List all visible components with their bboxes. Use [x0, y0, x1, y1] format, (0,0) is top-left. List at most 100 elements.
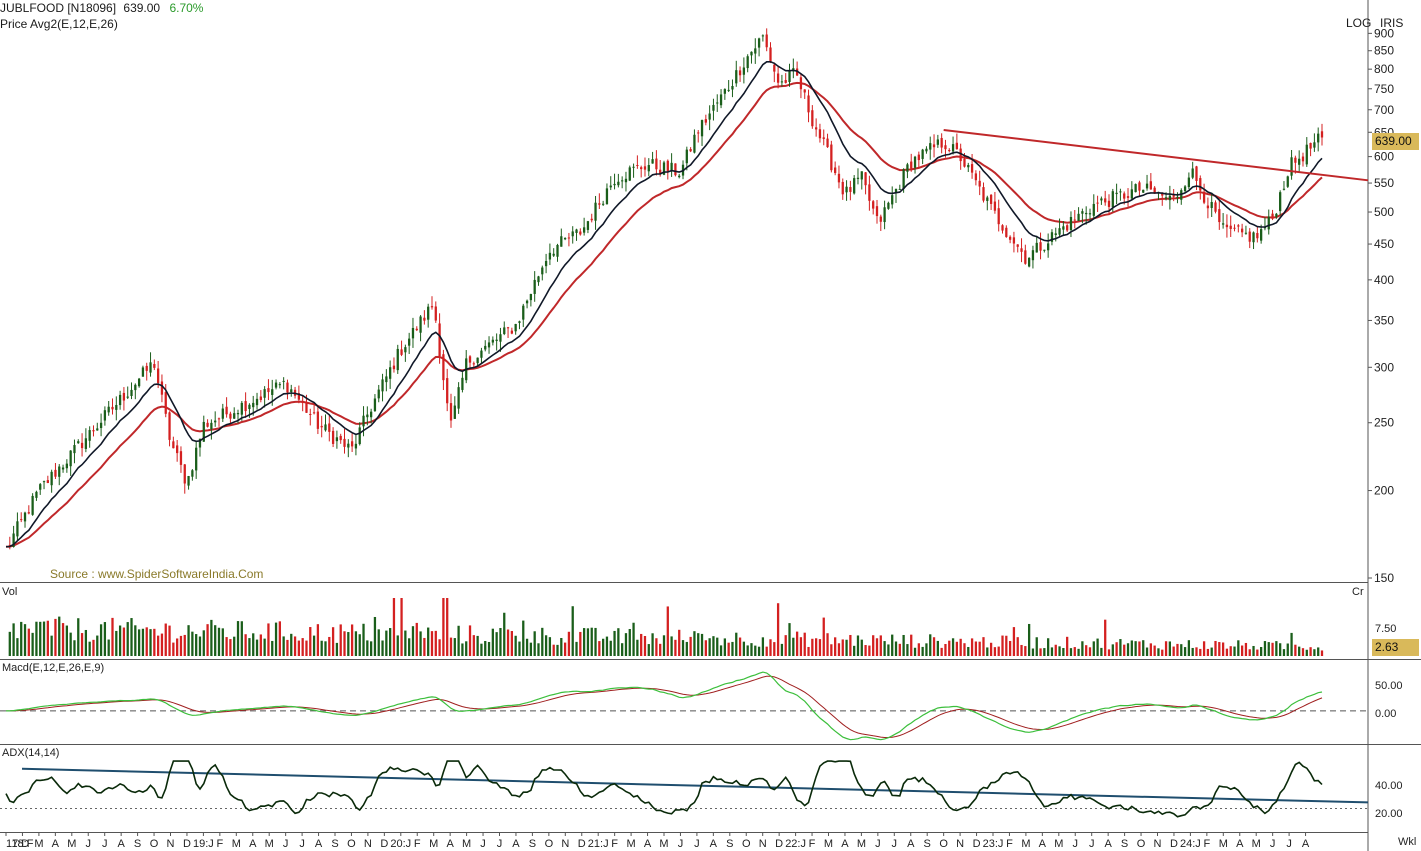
x-tick-label: A: [52, 838, 60, 850]
candle-body: [902, 169, 905, 189]
candle-body: [396, 348, 399, 371]
volume-bar: [423, 637, 426, 656]
candle: [1252, 231, 1255, 250]
x-tick-label: S: [134, 838, 141, 850]
candle-body: [746, 56, 749, 69]
volume-bar: [936, 640, 939, 656]
candle-body: [214, 420, 217, 423]
candle: [263, 386, 266, 408]
volume-bar: [887, 644, 890, 656]
x-tick-label: A: [710, 838, 718, 850]
candle: [419, 315, 422, 342]
candle-body: [339, 435, 342, 441]
volume-bar: [670, 636, 673, 656]
candle-body: [1225, 224, 1229, 228]
volume-bar: [632, 622, 635, 656]
candle-body: [42, 481, 46, 483]
candle: [176, 440, 179, 462]
candle: [80, 433, 84, 457]
adx-label: ADX(14,14): [2, 747, 60, 759]
candle: [655, 150, 658, 176]
volume-bar: [449, 637, 453, 656]
x-tick-label: J: [1286, 838, 1292, 850]
log-scale-toggle[interactable]: LOG: [1346, 16, 1372, 30]
candle: [61, 464, 65, 473]
x-tick-label: M: [462, 838, 471, 850]
candle: [145, 362, 148, 381]
candle-body: [609, 185, 612, 188]
volume-bar: [309, 627, 312, 656]
candle: [339, 433, 342, 444]
candle-body: [77, 441, 80, 444]
candle-body: [1214, 202, 1217, 212]
volume-bar: [31, 632, 34, 656]
candle-body: [449, 403, 453, 421]
timeframe-label[interactable]: Wkl: [1398, 836, 1417, 848]
candle: [997, 199, 1000, 232]
volume-bar: [297, 640, 301, 656]
x-tick-label: 24:J: [1180, 838, 1201, 850]
candle: [834, 161, 837, 176]
candle-body: [1206, 205, 1210, 209]
volume-bar: [491, 628, 494, 656]
candle: [807, 89, 810, 123]
volume-bar: [689, 636, 692, 656]
candle: [1267, 209, 1270, 235]
volume-bar: [331, 627, 335, 656]
volume-bar: [1134, 641, 1137, 656]
volume-bar: [1005, 635, 1008, 656]
volume-bar: [818, 639, 822, 656]
y-tick-label: 350: [1374, 313, 1394, 327]
candle-body: [700, 120, 704, 137]
volume-bar: [856, 635, 860, 656]
candle: [1016, 244, 1019, 253]
volume-bar: [594, 627, 597, 656]
x-tick-label: F: [216, 838, 223, 850]
candle: [39, 483, 42, 495]
volume-bar: [1191, 647, 1194, 656]
candle: [704, 114, 707, 126]
candle: [1206, 197, 1210, 219]
volume-bar: [674, 639, 677, 656]
x-tick-label: O: [1137, 838, 1146, 850]
candle: [955, 133, 959, 150]
x-tick-label: J: [1270, 838, 1276, 850]
y-tick-label: 550: [1374, 176, 1394, 190]
candle-body: [176, 445, 179, 454]
candle-body: [484, 345, 487, 350]
candle-body: [754, 48, 757, 54]
volume-bar: [1260, 647, 1263, 656]
candle-body: [986, 197, 989, 201]
resistance-trendline: [943, 128, 1369, 182]
volume-bar: [776, 603, 780, 656]
volume-bar: [168, 625, 171, 656]
volume-bar: [1252, 645, 1255, 656]
volume-bar: [1271, 642, 1274, 656]
candle: [267, 379, 270, 401]
candle-body: [799, 77, 803, 90]
volume-bar: [335, 642, 339, 656]
candle-body: [970, 164, 974, 173]
candle: [761, 34, 765, 42]
candle: [788, 63, 791, 87]
candle-body: [320, 425, 323, 428]
candle-body: [487, 342, 491, 348]
candle-body: [1233, 227, 1236, 229]
candle-body: [1050, 232, 1054, 242]
candle-body: [1210, 202, 1213, 208]
candle-body: [906, 164, 909, 172]
x-tick-label: S: [529, 838, 536, 850]
candle: [537, 275, 540, 286]
volume-bar: [39, 621, 42, 656]
x-tick-label: A: [1104, 838, 1112, 850]
volume-bar: [575, 641, 578, 656]
candle-body: [115, 404, 118, 410]
volume-bar: [609, 640, 612, 656]
volume-bar: [1286, 643, 1289, 656]
candle-body: [917, 154, 920, 161]
volume-bar: [255, 639, 259, 656]
volume-bar: [693, 631, 696, 656]
volume-bar: [134, 625, 137, 656]
volume-bar: [122, 627, 126, 656]
volume-bar: [864, 645, 867, 656]
